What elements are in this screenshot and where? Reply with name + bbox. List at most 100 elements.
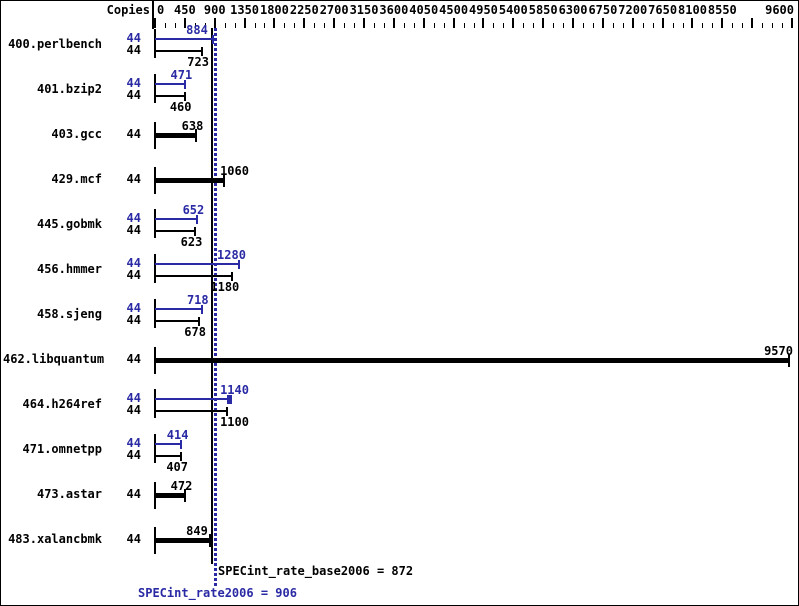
axis-tick-label: 2700	[319, 3, 349, 17]
axis-major-tick	[243, 18, 246, 28]
axis-major-tick	[363, 18, 366, 28]
group-axis-tick	[154, 74, 156, 103]
base-value-label: 638	[181, 119, 204, 133]
axis-minor-tick	[592, 23, 594, 28]
peak-value-label: 1280	[217, 248, 246, 262]
copies-value-base: 44	[126, 43, 141, 57]
peak-value-label: 1140	[220, 383, 249, 397]
axis-minor-tick	[234, 23, 236, 28]
base-value-label: 623	[180, 235, 203, 249]
peak-value-label: 652	[182, 203, 205, 217]
axis-minor-tick	[563, 23, 565, 28]
base-bar	[155, 410, 228, 412]
axis-minor-tick	[383, 23, 385, 28]
base-bar-end-cap	[223, 174, 226, 187]
peak-bar	[155, 218, 199, 220]
axis-major-tick	[303, 18, 306, 28]
axis-tick-label: 1800	[259, 3, 289, 17]
axis-minor-tick	[174, 23, 176, 28]
base-bar-end-cap	[200, 47, 203, 56]
peak-bar	[155, 83, 187, 85]
base-bar	[155, 95, 186, 97]
axis-tick-label: 2250	[289, 3, 319, 17]
axis-minor-tick	[493, 23, 495, 28]
axis-major-tick	[751, 18, 754, 28]
axis-tick-label: 4050	[409, 3, 439, 17]
benchmark-label: 445.gobmk	[36, 217, 102, 231]
axis-tick-label: 450	[174, 3, 196, 17]
base-bar-end-cap	[231, 272, 234, 281]
peak-bar-end-cap	[196, 215, 199, 224]
base-bar-end-cap	[184, 489, 187, 502]
axis-major-tick	[273, 18, 276, 28]
benchmark-label: 400.perlbench	[8, 37, 102, 51]
copies-value-peak: 44	[126, 436, 141, 450]
axis-tick-label: 7650	[648, 3, 678, 17]
axis-major-tick	[661, 18, 664, 28]
copies-value: 44	[126, 532, 141, 546]
axis-minor-tick	[284, 23, 286, 28]
axis-major-tick	[422, 18, 425, 28]
copies-divider	[152, 1, 154, 29]
copies-value-peak: 44	[126, 31, 141, 45]
axis-minor-tick	[264, 23, 266, 28]
base-value-label: 678	[184, 325, 206, 339]
axis-major-tick	[213, 18, 216, 28]
peak-bar-end-cap	[237, 260, 240, 269]
axis-minor-tick	[254, 23, 256, 28]
axis-minor-tick	[622, 23, 624, 28]
benchmark-label: 429.mcf	[51, 172, 102, 186]
peak-bar	[155, 38, 214, 40]
axis-tick-label: 7200	[618, 3, 648, 17]
axis-minor-tick	[772, 23, 774, 28]
base-value-label: 407	[166, 460, 188, 474]
axis-minor-tick	[324, 23, 326, 28]
axis-major-tick	[392, 18, 395, 28]
benchmark-label: 462.libquantum	[3, 352, 105, 366]
copies-value: 44	[126, 352, 141, 366]
benchmark-label: 483.xalancbmk	[8, 532, 102, 546]
peak-value-label: 884	[186, 23, 208, 37]
axis-major-tick	[721, 18, 724, 28]
axis-major-tick	[791, 18, 793, 28]
axis-minor-tick	[672, 23, 674, 28]
copies-value-base: 44	[126, 268, 141, 282]
axis-minor-tick	[413, 23, 415, 28]
axis-tick-label: 8100	[678, 3, 707, 17]
axis-tick-label: 0	[157, 3, 165, 17]
axis-minor-tick	[194, 23, 196, 28]
base-value-label: 723	[187, 55, 209, 69]
axis-minor-tick	[204, 23, 206, 28]
copies-value: 44	[126, 487, 141, 501]
copies-value-base: 44	[126, 448, 141, 462]
peak-rate-label: SPECint_rate2006 = 906	[138, 586, 297, 600]
copies-value-base: 44	[126, 223, 141, 237]
axis-major-tick	[482, 18, 485, 28]
axis-minor-tick	[682, 23, 684, 28]
axis-minor-tick	[712, 23, 714, 28]
base-bar	[155, 358, 790, 363]
peak-bar-end-cap	[184, 80, 187, 89]
axis-major-tick	[572, 18, 575, 28]
base-bar	[155, 178, 226, 183]
base-bar	[155, 455, 182, 457]
group-axis-tick	[154, 389, 156, 418]
base-bar	[155, 275, 234, 277]
base-mean-line	[211, 28, 214, 564]
copies-value-peak: 44	[126, 391, 141, 405]
axis-minor-tick	[433, 23, 435, 28]
peak-value-label: 414	[166, 428, 189, 442]
copies-value-base: 44	[126, 403, 141, 417]
base-bar	[155, 493, 187, 498]
peak-bar	[155, 443, 183, 445]
copies-header-label: Copies	[106, 3, 150, 17]
copies-value-peak: 44	[126, 301, 141, 315]
peak-value-label: 718	[186, 293, 209, 307]
axis-tick-label: 6750	[588, 3, 618, 17]
axis-tick-label: 3600	[379, 3, 409, 17]
axis-tick-label: 3150	[349, 3, 379, 17]
peak-bar-end-cap	[211, 35, 214, 44]
base-value-label: 1180	[210, 280, 240, 294]
peak-value-label: 471	[170, 68, 193, 82]
